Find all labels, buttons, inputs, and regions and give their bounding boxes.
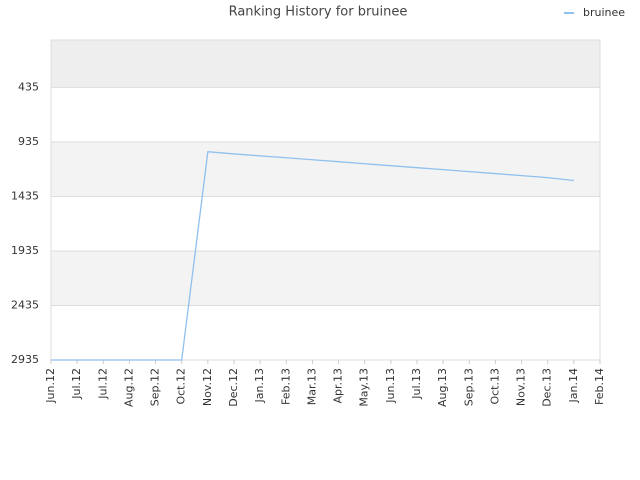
data-line	[51, 151, 574, 361]
chart-title: Ranking History for bruinee	[229, 5, 408, 20]
x-tick-label: Apr.13	[332, 368, 345, 404]
x-tick-label: Jul.12	[96, 368, 109, 400]
x-tick-label: Jul.13	[410, 368, 423, 400]
plot-band	[51, 196, 600, 251]
y-tick-label: 435	[18, 80, 39, 93]
x-tick-label: Jan.13	[253, 368, 266, 403]
plot-band	[51, 87, 600, 142]
x-tick-label: Jan.14	[567, 368, 580, 403]
y-tick-label: 935	[18, 135, 39, 148]
x-tick-label: Dec.12	[227, 368, 240, 407]
x-tick-label: Feb.13	[279, 368, 292, 405]
x-tick-label: Aug.12	[122, 368, 135, 407]
x-tick-label: Sep.13	[462, 368, 475, 406]
plot-band	[51, 250, 600, 306]
plot-band	[51, 305, 600, 360]
plot-band	[51, 40, 600, 88]
x-tick-label: Nov.12	[201, 368, 214, 406]
x-tick-label: Oct.13	[488, 368, 501, 405]
y-tick-label: 2935	[11, 353, 39, 366]
x-tick-label: Feb.14	[593, 368, 606, 405]
x-tick-label: Nov.13	[515, 368, 528, 406]
x-tick-label: Jun.13	[384, 368, 397, 404]
x-tick-label: May.13	[358, 368, 371, 407]
y-tick-label: 1435	[11, 189, 39, 202]
x-tick-label: Sep.12	[149, 368, 162, 406]
y-tick-label: 1935	[11, 244, 39, 257]
legend-label: bruinee	[583, 6, 625, 19]
x-tick-label: Dec.13	[541, 368, 554, 407]
x-tick-label: Jul.12	[70, 368, 83, 400]
x-tick-label: Oct.12	[175, 368, 188, 405]
x-tick-label: Jun.12	[44, 368, 57, 404]
x-tick-label: Mar.13	[305, 368, 318, 405]
y-tick-label: 2435	[11, 298, 39, 311]
x-tick-label: Aug.13	[436, 368, 449, 407]
plot-band	[51, 141, 600, 197]
